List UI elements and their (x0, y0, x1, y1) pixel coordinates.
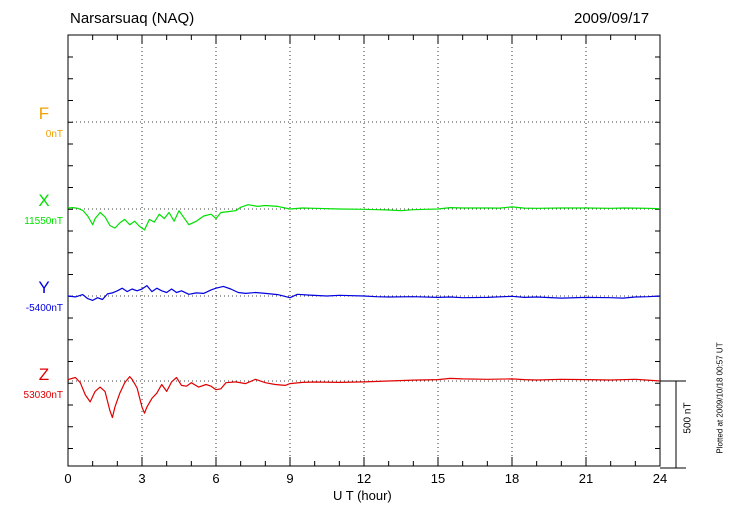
station-title: Narsarsuaq (NAQ) (70, 10, 195, 27)
x-tick-label: 12 (357, 471, 371, 486)
plotted-timestamp: Plotted at 2009/10/18 00:57 UT (715, 342, 725, 454)
component-label-x: X (38, 191, 50, 210)
date-title: 2009/09/17 (574, 10, 650, 27)
scale-bar-label: 500 nT (682, 402, 694, 434)
x-tick-label: 6 (212, 471, 219, 486)
x-tick-label: 24 (653, 471, 667, 486)
component-label-y: Y (38, 278, 50, 297)
component-label-z: Z (38, 365, 50, 384)
component-label-f: F (38, 104, 50, 123)
x-tick-label: 21 (579, 471, 593, 486)
series-trace-y (67, 285, 661, 301)
baseline-label-x: 11550nT (24, 216, 63, 227)
x-tick-label: 18 (505, 471, 519, 486)
x-axis-label: U T (hour) (333, 488, 392, 503)
x-tick-label: 0 (64, 471, 71, 486)
series-trace-z (67, 376, 661, 419)
series-trace-x (67, 204, 661, 231)
x-tick-label: 9 (286, 471, 293, 486)
baseline-label-f: 0nT (45, 129, 63, 140)
baseline-label-z: 53030nT (23, 390, 63, 401)
x-tick-label: 15 (431, 471, 445, 486)
x-tick-label: 3 (138, 471, 145, 486)
baseline-label-y: -5400nT (25, 303, 63, 314)
